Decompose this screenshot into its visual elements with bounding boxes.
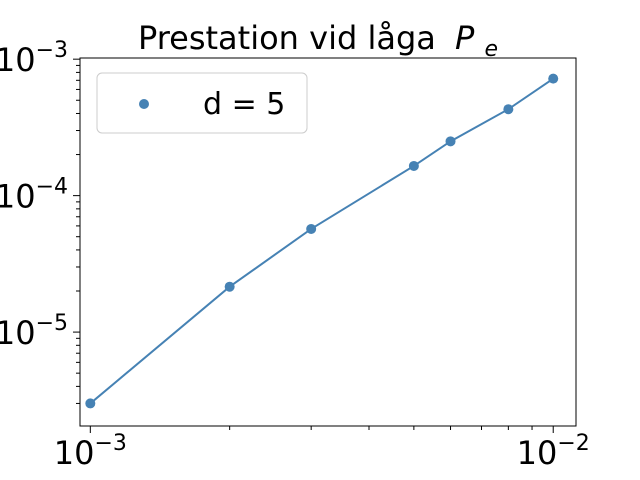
y-tick-label-exponent: −4 xyxy=(36,175,68,200)
plot-area-frame xyxy=(79,57,577,427)
x-tick-label: 10−2 xyxy=(517,431,590,472)
chart-title-math: P xyxy=(455,19,475,57)
x-axis-ticks: 10−3 10−2 xyxy=(54,426,590,472)
chart-title-text: Prestation vid låga P e xyxy=(138,19,498,62)
legend-marker xyxy=(139,99,149,109)
legend-box xyxy=(96,72,308,134)
legend-label: d = 5 xyxy=(203,87,285,122)
y-tick-label-exponent: −3 xyxy=(36,38,68,63)
legend: d = 5 xyxy=(96,72,308,134)
x-tick-label: 10−3 xyxy=(54,431,127,472)
x-tick-label-exponent: −2 xyxy=(557,431,589,456)
y-axis-ticks: 10−510−410−3 xyxy=(0,38,80,404)
y-tick-label-base: 10 xyxy=(0,178,36,216)
y-tick-label: 10−5 xyxy=(0,311,68,352)
y-tick-label-exponent: −5 xyxy=(36,311,68,336)
y-tick-label: 10−4 xyxy=(0,175,68,216)
x-tick-label-base: 10 xyxy=(54,434,95,472)
chart-title-math-sub: e xyxy=(485,37,499,62)
y-tick-label-base: 10 xyxy=(0,314,36,352)
data-point xyxy=(224,281,235,292)
x-tick-label-exponent: −3 xyxy=(94,431,126,456)
chart-title: Prestation vid låga P e xyxy=(138,19,498,62)
data-point xyxy=(445,136,456,147)
y-tick-label-base: 10 xyxy=(0,41,36,79)
chart-title-main: Prestation vid låga xyxy=(138,19,436,57)
data-point xyxy=(503,104,514,115)
data-point xyxy=(408,160,419,171)
data-point xyxy=(548,73,559,84)
data-point xyxy=(85,398,96,409)
x-tick-label-base: 10 xyxy=(517,434,558,472)
y-tick-label: 10−3 xyxy=(0,38,68,79)
data-point xyxy=(306,223,317,234)
series-layer xyxy=(85,73,559,409)
